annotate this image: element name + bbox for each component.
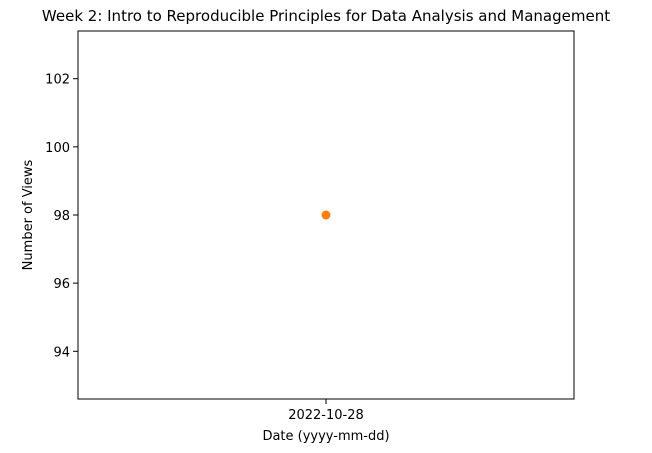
x-axis-label: Date (yyyy-mm-dd) xyxy=(262,429,389,444)
y-tick-label: 94 xyxy=(53,345,70,360)
data-points xyxy=(321,210,331,220)
y-tick-label: 100 xyxy=(45,141,70,156)
x-tick-label: 2022-10-28 xyxy=(288,408,364,423)
chart-title: Week 2: Intro to Reproducible Principles… xyxy=(42,7,610,25)
x-axis-ticks: 2022-10-28 xyxy=(288,399,364,423)
y-axis-ticks: 94 96 98 100 102 xyxy=(45,73,78,360)
y-axis-label: Number of Views xyxy=(21,159,36,270)
y-tick-label: 96 xyxy=(53,277,70,292)
y-tick-label: 102 xyxy=(45,73,70,88)
data-point xyxy=(321,210,331,220)
y-tick-label: 98 xyxy=(53,209,70,224)
